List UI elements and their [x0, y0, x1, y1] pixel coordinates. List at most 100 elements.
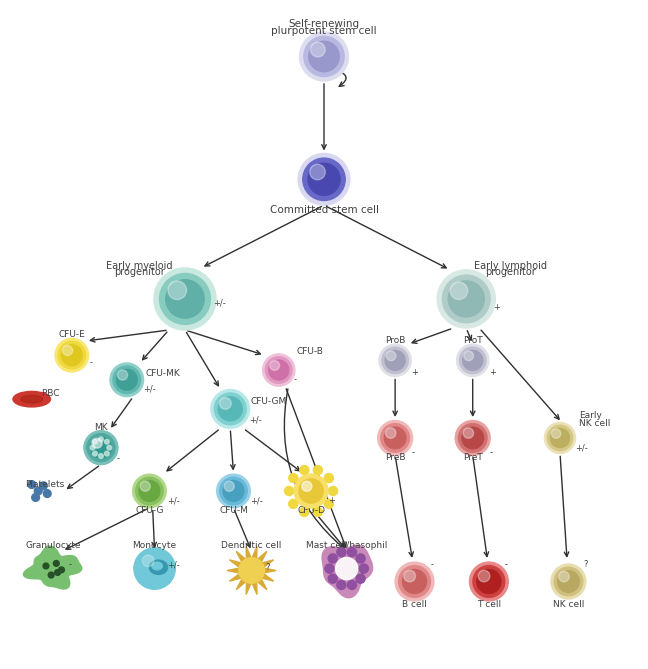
- Circle shape: [298, 153, 350, 205]
- Circle shape: [554, 567, 583, 596]
- Circle shape: [224, 481, 235, 491]
- Text: PreT: PreT: [463, 453, 483, 462]
- Circle shape: [304, 36, 344, 77]
- Circle shape: [53, 561, 59, 567]
- Circle shape: [299, 32, 349, 81]
- Ellipse shape: [152, 562, 163, 570]
- Circle shape: [34, 487, 42, 495]
- Circle shape: [443, 275, 490, 323]
- Text: -: -: [431, 560, 434, 569]
- Circle shape: [294, 474, 328, 508]
- Circle shape: [93, 440, 97, 444]
- Circle shape: [325, 499, 333, 508]
- Text: ?: ?: [583, 560, 588, 569]
- Circle shape: [117, 370, 128, 380]
- Circle shape: [238, 558, 264, 583]
- Circle shape: [87, 434, 115, 462]
- Circle shape: [386, 351, 396, 361]
- Text: CFU-MK: CFU-MK: [146, 369, 180, 378]
- Circle shape: [308, 163, 340, 195]
- Text: +/-: +/-: [213, 299, 226, 308]
- Circle shape: [168, 281, 187, 300]
- Text: +: +: [328, 496, 335, 505]
- Circle shape: [166, 280, 204, 318]
- Circle shape: [269, 360, 289, 380]
- Circle shape: [262, 354, 295, 386]
- Circle shape: [356, 554, 365, 563]
- Circle shape: [87, 434, 115, 462]
- Circle shape: [154, 268, 216, 330]
- Circle shape: [63, 345, 73, 355]
- Text: +/-: +/-: [168, 560, 180, 569]
- Circle shape: [91, 438, 102, 448]
- Text: +/-: +/-: [575, 444, 588, 453]
- Circle shape: [404, 570, 415, 582]
- Text: B cell: B cell: [402, 600, 427, 609]
- Circle shape: [300, 507, 309, 516]
- Circle shape: [325, 474, 333, 482]
- Text: Self-renewing: Self-renewing: [288, 19, 360, 29]
- Circle shape: [104, 452, 110, 456]
- Text: Dendritic cell: Dendritic cell: [222, 541, 282, 551]
- Text: -: -: [360, 569, 364, 578]
- Circle shape: [143, 555, 154, 567]
- Circle shape: [379, 344, 411, 377]
- Text: -: -: [505, 560, 508, 569]
- Circle shape: [289, 499, 298, 508]
- Text: MK: MK: [94, 423, 108, 432]
- Circle shape: [220, 477, 248, 505]
- Circle shape: [220, 397, 231, 409]
- Circle shape: [448, 281, 484, 317]
- Circle shape: [329, 486, 338, 496]
- Circle shape: [135, 477, 163, 505]
- Circle shape: [337, 548, 346, 557]
- Circle shape: [107, 446, 111, 450]
- Ellipse shape: [13, 391, 51, 407]
- Circle shape: [299, 479, 323, 503]
- Text: Platelets: Platelets: [25, 480, 65, 489]
- Text: CFU-GM: CFU-GM: [251, 397, 287, 405]
- Text: NK cell: NK cell: [579, 419, 611, 427]
- Polygon shape: [322, 545, 373, 597]
- Circle shape: [478, 570, 490, 582]
- Text: CFU-E: CFU-E: [58, 330, 85, 339]
- Ellipse shape: [21, 395, 43, 403]
- Circle shape: [54, 569, 60, 575]
- Circle shape: [214, 393, 246, 425]
- Circle shape: [557, 571, 579, 592]
- Text: +/-: +/-: [143, 384, 156, 393]
- Circle shape: [437, 270, 495, 328]
- Circle shape: [93, 452, 97, 456]
- Circle shape: [359, 564, 368, 573]
- Text: -: -: [69, 560, 71, 569]
- Circle shape: [300, 466, 309, 474]
- Circle shape: [336, 557, 358, 579]
- Text: PreB: PreB: [385, 453, 406, 462]
- Text: Committed stem cell: Committed stem cell: [270, 205, 378, 215]
- Circle shape: [470, 562, 508, 601]
- Text: CFU-M: CFU-M: [219, 506, 248, 515]
- Circle shape: [477, 569, 501, 593]
- Circle shape: [559, 571, 570, 582]
- Text: -: -: [412, 448, 415, 457]
- Text: ProB: ProB: [385, 337, 405, 345]
- Circle shape: [456, 421, 490, 456]
- Circle shape: [294, 474, 328, 508]
- Circle shape: [385, 351, 405, 371]
- Circle shape: [55, 339, 89, 372]
- Circle shape: [459, 347, 486, 373]
- Circle shape: [550, 428, 570, 448]
- Circle shape: [133, 474, 167, 508]
- Text: +/-: +/-: [168, 496, 180, 505]
- Circle shape: [98, 454, 103, 458]
- Circle shape: [110, 363, 144, 397]
- Circle shape: [302, 481, 312, 491]
- Text: CFU-D: CFU-D: [297, 506, 325, 515]
- Circle shape: [62, 345, 82, 366]
- Circle shape: [384, 427, 406, 449]
- Circle shape: [308, 41, 340, 72]
- Text: CFU-G: CFU-G: [135, 506, 164, 515]
- Circle shape: [93, 439, 102, 448]
- Circle shape: [347, 581, 356, 589]
- Circle shape: [98, 437, 103, 442]
